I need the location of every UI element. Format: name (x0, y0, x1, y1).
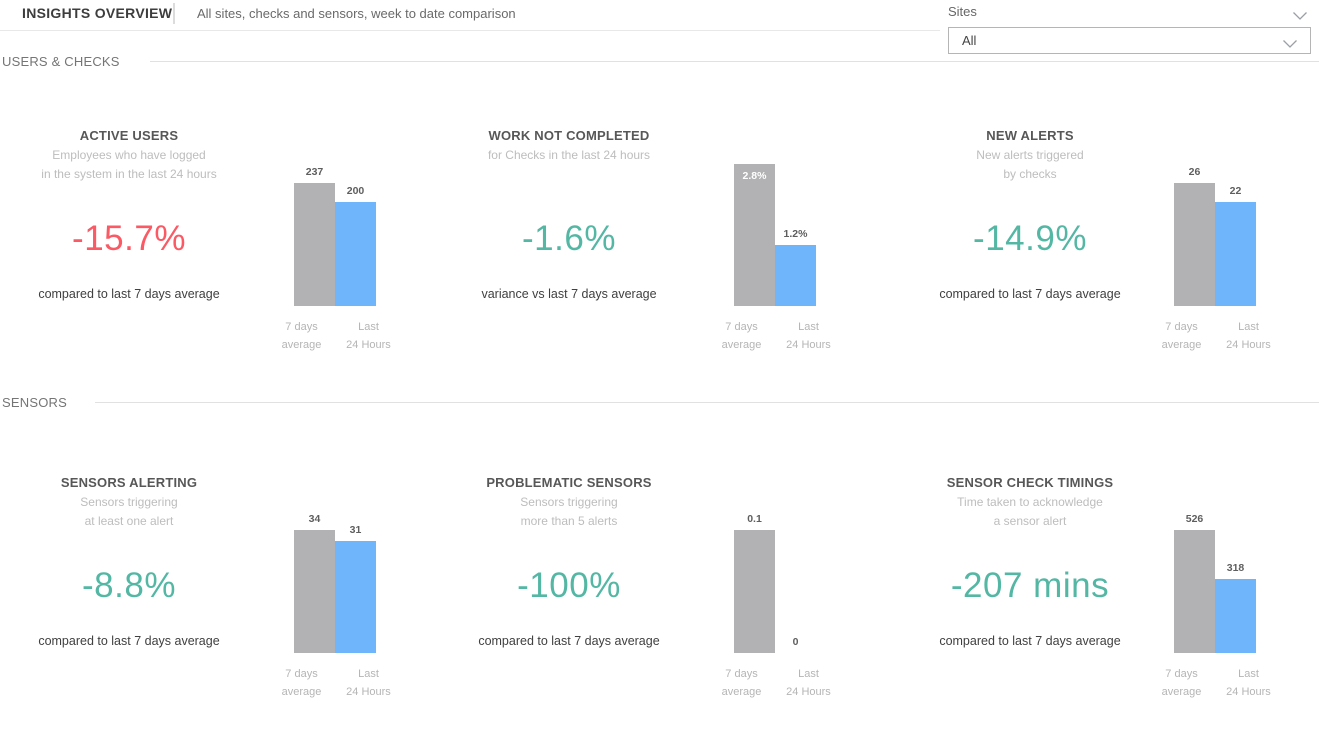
card-title: SENSORS ALERTING (60, 475, 198, 490)
bar-last-24-hours[interactable]: 1.2% (775, 228, 816, 306)
bar-last-24-hours[interactable]: 318 (1215, 562, 1256, 653)
category-label-7-days-average: 7 days average (281, 668, 322, 698)
mini-bar-chart: 26 22 7 days average Last 24 Hours (1148, 115, 1282, 365)
bar-value-label: 34 (308, 513, 321, 525)
bar-7-days-average[interactable]: 526 (1174, 513, 1215, 653)
kpi-caption: compared to last 7 days average (939, 287, 1121, 301)
card-text-block: SENSORS ALERTING Sensors triggering at l… (20, 462, 238, 712)
bar-value-label: 0.1 (747, 513, 762, 525)
bar-value-label: 1.2% (783, 228, 808, 240)
card-subtitle: New alerts triggered by checks (976, 148, 1084, 181)
card-text-block: NEW ALERTS New alerts triggered by check… (900, 115, 1160, 365)
card-title: PROBLEMATIC SENSORS (486, 475, 652, 490)
category-label-last-24-hours: Last 24 Hours (346, 668, 391, 698)
bar-value-label: 200 (346, 185, 365, 197)
category-label-7-days-average: 7 days average (1161, 668, 1202, 698)
bar-7-days-average[interactable]: 0.1 (734, 513, 775, 653)
bar-value-label: 26 (1188, 166, 1201, 178)
bar-last-24-hours[interactable]: 22 (1215, 185, 1256, 306)
bar-last-24-hours[interactable]: 31 (335, 524, 376, 653)
bar-value-label: 237 (305, 166, 324, 178)
bar-7-days-average[interactable]: 26 (1174, 166, 1215, 306)
kpi-value: -207 mins (950, 566, 1110, 605)
sites-dropdown[interactable]: All (948, 27, 1311, 54)
bar-value-label: 526 (1185, 513, 1204, 525)
mini-bar-chart: 237 200 7 days average Last 24 Hours (268, 115, 402, 365)
bar-value-label: 2.8% (742, 170, 767, 182)
category-label-last-24-hours: Last 24 Hours (786, 668, 831, 698)
card-title: NEW ALERTS (986, 128, 1074, 143)
bar-value-label: 318 (1226, 562, 1245, 574)
card-subtitle: Time taken to acknowledge a sensor alert (957, 495, 1103, 528)
category-label-7-days-average: 7 days average (721, 668, 762, 698)
bar-value-label: 0 (792, 636, 799, 648)
card-problematic-sensors: PROBLEMATIC SENSORS Sensors triggering m… (460, 462, 880, 712)
card-title: ACTIVE USERS (79, 128, 179, 143)
category-label-last-24-hours: Last 24 Hours (1226, 321, 1271, 351)
page-subtitle: All sites, checks and sensors, week to d… (197, 6, 516, 21)
kpi-caption: compared to last 7 days average (478, 634, 660, 648)
kpi-value: -1.6% (522, 219, 616, 258)
kpi-caption: compared to last 7 days average (939, 634, 1121, 648)
sites-dropdown-value: All (962, 33, 977, 48)
category-label-7-days-average: 7 days average (281, 321, 322, 351)
card-subtitle: Employees who have logged in the system … (41, 148, 217, 181)
kpi-caption: variance vs last 7 days average (481, 287, 657, 301)
bar-7-days-average[interactable]: 34 (294, 513, 335, 653)
card-active-users: ACTIVE USERS Employees who have logged i… (20, 115, 440, 365)
kpi-value: -15.7% (72, 219, 186, 258)
kpi-caption: compared to last 7 days average (38, 634, 220, 648)
category-label-last-24-hours: Last 24 Hours (786, 321, 831, 351)
category-label-last-24-hours: Last 24 Hours (346, 321, 391, 351)
card-subtitle: for Checks in the last 24 hours (487, 148, 651, 162)
mini-bar-chart: 2.8% 1.2% 7 days average Last 24 Hours (708, 115, 842, 365)
bar-7-days-average[interactable]: 237 (294, 166, 335, 306)
category-label-7-days-average: 7 days average (721, 321, 762, 351)
category-label-7-days-average: 7 days average (1161, 321, 1202, 351)
page-title: INSIGHTS OVERVIEW (22, 5, 173, 21)
card-title: SENSOR CHECK TIMINGS (946, 475, 1114, 490)
header-underline (0, 30, 940, 31)
mini-bar-chart: 526 318 7 days average Last 24 Hours (1148, 462, 1282, 712)
kpi-caption: compared to last 7 days average (38, 287, 220, 301)
kpi-value: -8.8% (82, 566, 176, 605)
bar-value-label: 31 (349, 524, 362, 536)
card-sensor-check-timings: SENSOR CHECK TIMINGS Time taken to ackno… (900, 462, 1319, 712)
bar-value-label: 22 (1229, 185, 1242, 197)
section-users-checks-title: USERS & CHECKS (2, 54, 120, 69)
sites-slicer-label: Sites (948, 4, 977, 19)
dropdown-chevron-down-icon[interactable] (1282, 36, 1298, 48)
card-subtitle: Sensors triggering more than 5 alerts (520, 495, 618, 528)
bar-7-days-average[interactable]: 2.8% (734, 164, 775, 306)
card-text-block: SENSOR CHECK TIMINGS Time taken to ackno… (900, 462, 1160, 712)
card-subtitle: Sensors triggering at least one alert (80, 495, 178, 528)
header-divider (173, 3, 175, 24)
category-label-last-24-hours: Last 24 Hours (1226, 668, 1271, 698)
mini-bar-chart: 0.1 0 7 days average Last 24 Hours (708, 462, 842, 712)
section-sensors-title: SENSORS (2, 395, 67, 410)
section-users-checks-divider (150, 61, 1319, 62)
section-sensors-divider (95, 402, 1319, 403)
slicer-collapse-chevron-icon[interactable] (1292, 8, 1308, 20)
card-title: WORK NOT COMPLETED (488, 128, 650, 143)
card-text-block: PROBLEMATIC SENSORS Sensors triggering m… (460, 462, 678, 712)
card-work-not-completed: WORK NOT COMPLETED for Checks in the las… (460, 115, 880, 365)
kpi-value: -14.9% (973, 219, 1087, 258)
card-new-alerts: NEW ALERTS New alerts triggered by check… (900, 115, 1319, 365)
card-text-block: WORK NOT COMPLETED for Checks in the las… (460, 115, 678, 365)
kpi-value: -100% (517, 566, 621, 605)
card-text-block: ACTIVE USERS Employees who have logged i… (20, 115, 238, 365)
bar-last-24-hours[interactable]: 200 (335, 185, 376, 306)
card-sensors-alerting: SENSORS ALERTING Sensors triggering at l… (20, 462, 440, 712)
mini-bar-chart: 34 31 7 days average Last 24 Hours (268, 462, 402, 712)
